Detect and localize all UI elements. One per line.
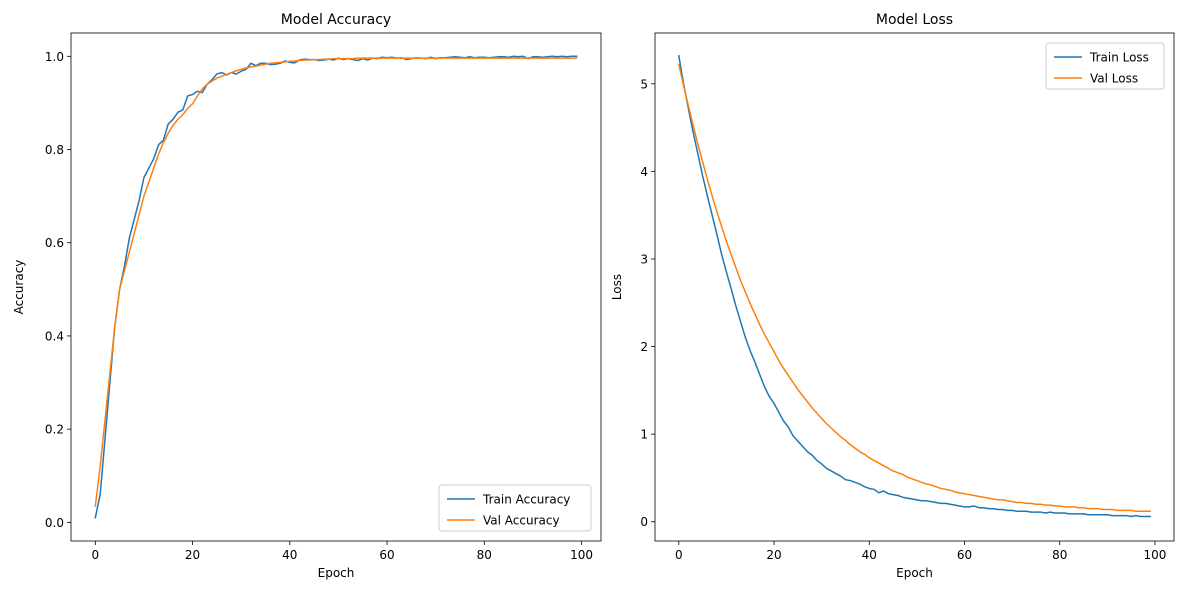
accuracy-x-tick-label: 100 bbox=[570, 548, 593, 562]
loss-y-tick-label: 2 bbox=[640, 340, 648, 354]
loss-series-line-0 bbox=[677, 54, 1151, 518]
accuracy-legend: Train Accuracy Val Accuracy bbox=[438, 484, 592, 532]
accuracy-x-axis-label: Epoch bbox=[318, 566, 355, 580]
accuracy-chart-title: Model Accuracy bbox=[281, 12, 391, 28]
loss-x-axis-label: Epoch bbox=[896, 566, 933, 580]
loss-y-tick-label: 5 bbox=[640, 77, 648, 91]
accuracy-series-line-0 bbox=[94, 55, 578, 519]
accuracy-legend-box bbox=[438, 484, 592, 532]
accuracy-y-tick-label: 0.8 bbox=[45, 143, 64, 157]
accuracy-axes-frame bbox=[70, 32, 602, 542]
loss-y-tick-label: 4 bbox=[640, 165, 648, 179]
accuracy-series-group bbox=[94, 55, 578, 519]
accuracy-y-tick-label: 0.4 bbox=[45, 329, 64, 343]
loss-x-tick-label: 40 bbox=[862, 548, 877, 562]
accuracy-y-tick-label: 0.2 bbox=[45, 423, 64, 437]
loss-series-line-1 bbox=[677, 63, 1151, 512]
loss-y-tick-label: 1 bbox=[640, 428, 648, 442]
loss-y-tick-label: 3 bbox=[640, 252, 648, 266]
accuracy-y-tick-label: 1.0 bbox=[45, 50, 64, 64]
loss-x-tick-label: 20 bbox=[766, 548, 781, 562]
accuracy-y-tick-label: 0.0 bbox=[45, 516, 64, 530]
loss-x-tick-label: 0 bbox=[675, 548, 683, 562]
accuracy-x-tick-label: 60 bbox=[379, 548, 394, 562]
accuracy-x-tick-label: 0 bbox=[91, 548, 99, 562]
accuracy-legend-label: Train Accuracy bbox=[482, 493, 570, 507]
loss-legend-label: Val Loss bbox=[1090, 72, 1138, 86]
accuracy-x-tick-label: 40 bbox=[282, 548, 297, 562]
accuracy-y-tick-label: 0.6 bbox=[45, 236, 64, 250]
accuracy-x-tick-label: 20 bbox=[185, 548, 200, 562]
loss-x-tick-label: 60 bbox=[957, 548, 972, 562]
accuracy-x-tick-label: 80 bbox=[477, 548, 492, 562]
loss-y-axis-label: Loss bbox=[610, 274, 624, 300]
loss-axes-frame bbox=[654, 32, 1175, 542]
loss-series-group bbox=[677, 54, 1151, 518]
loss-legend-label: Train Loss bbox=[1089, 51, 1149, 65]
accuracy-series-line-1 bbox=[94, 57, 578, 507]
accuracy-legend-label: Val Accuracy bbox=[483, 514, 560, 528]
loss-legend: Train Loss Val Loss bbox=[1045, 42, 1165, 90]
loss-chart: 0 20 40 60 80 100 0 1 2 3 4 5 Model Loss Epoch Loss Tra… bbox=[610, 12, 1175, 580]
loss-y-tick-label: 0 bbox=[640, 515, 648, 529]
loss-chart-title: Model Loss bbox=[876, 12, 953, 28]
loss-x-tick-label: 80 bbox=[1052, 548, 1067, 562]
accuracy-y-axis-label: Accuracy bbox=[12, 260, 26, 315]
loss-x-tick-label: 100 bbox=[1144, 548, 1167, 562]
accuracy-chart: 0 20 40 60 80 100 0.0 0.2 0.4 0.6 0.8 1.0 Model Accu… bbox=[12, 12, 602, 580]
